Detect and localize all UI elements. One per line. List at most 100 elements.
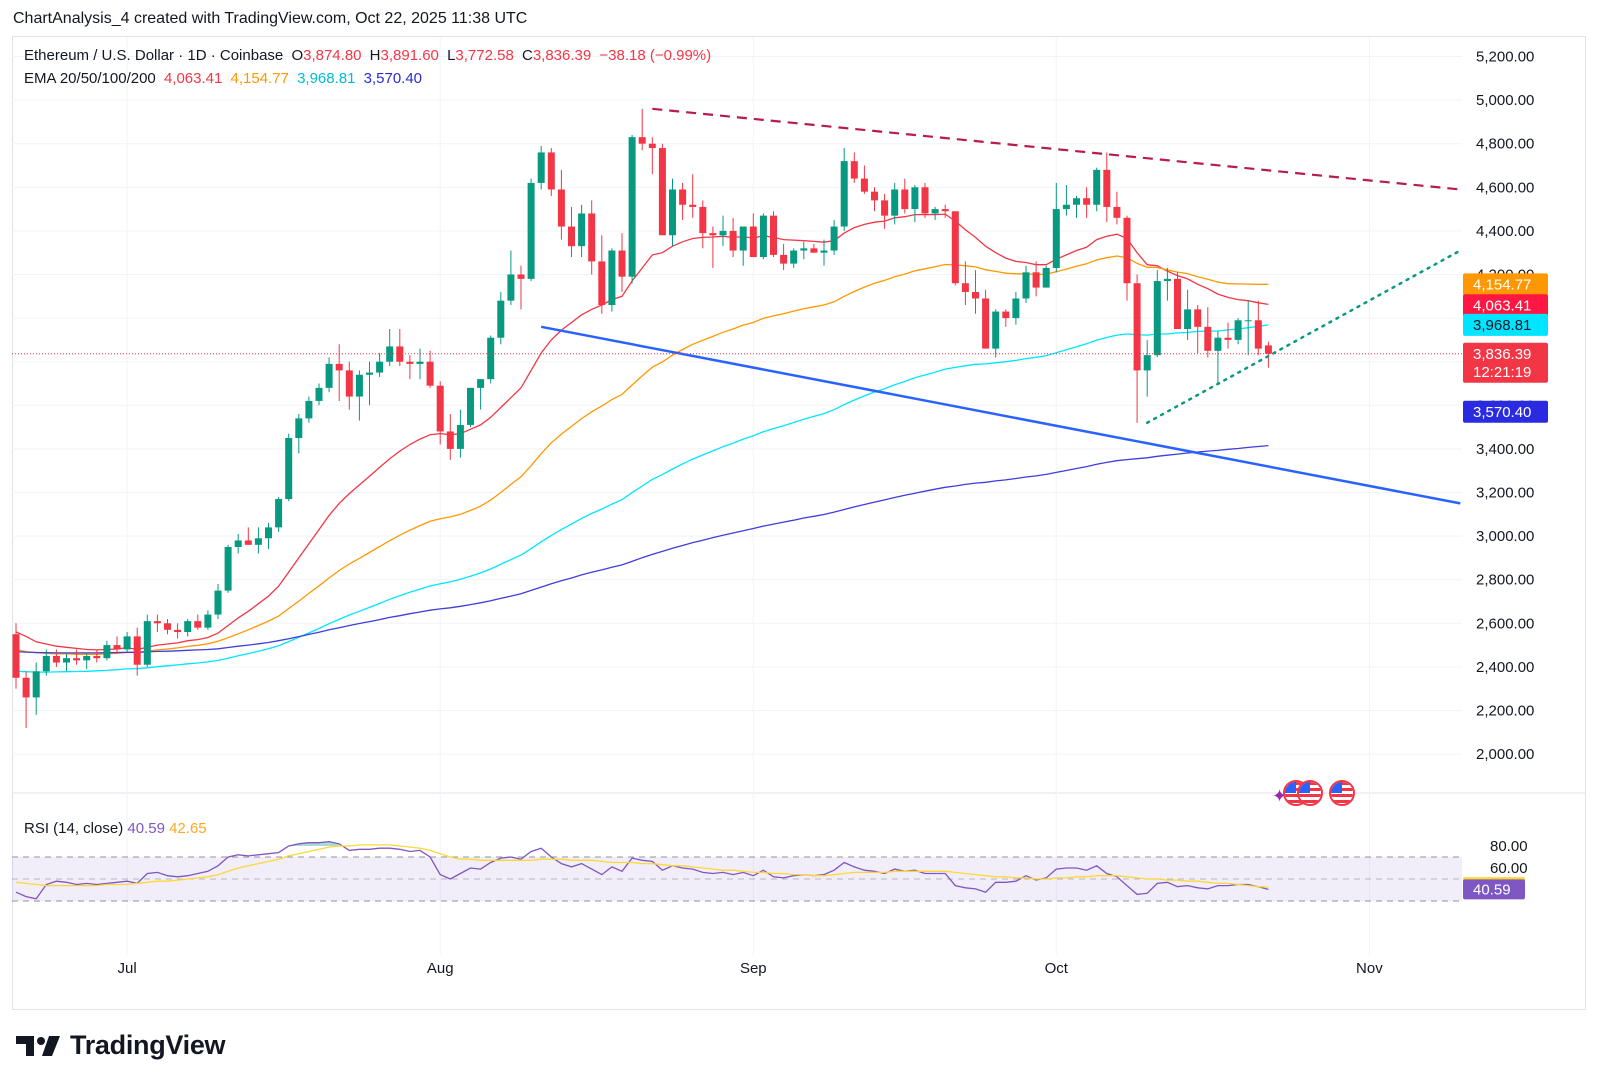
candle-body (759, 215, 767, 258)
candle-body (1163, 278, 1171, 282)
candle-body (446, 431, 454, 449)
candle-body (881, 200, 889, 216)
candle-body (1194, 309, 1202, 327)
ema100-value: 3,968.81 (297, 70, 356, 87)
candle-body (153, 621, 161, 624)
candle-body (265, 527, 272, 539)
candle-body (456, 424, 464, 449)
change-value: −38.18 (−0.99%) (599, 47, 712, 64)
candle-body (1214, 337, 1222, 351)
candle-body (739, 226, 747, 251)
candle-body (1002, 311, 1010, 319)
candle-body (537, 152, 545, 183)
candle-body (679, 189, 687, 205)
candle-body (608, 250, 616, 306)
candle-body (921, 187, 929, 214)
candle-body (1052, 209, 1060, 268)
us-flag-news-icon[interactable] (1329, 780, 1355, 806)
rsi-badge (1463, 879, 1525, 900)
candle-body (860, 178, 868, 192)
rising-support-trendline[interactable] (1145, 249, 1462, 424)
candle-body (32, 671, 40, 698)
candle-body (1184, 309, 1192, 329)
rsi-ma-value: 42.65 (169, 820, 207, 837)
low-value: 3,772.58 (455, 47, 514, 64)
candle-body (143, 621, 151, 665)
symbol-legend: Ethereum / U.S. Dollar · 1D · Coinbase O… (24, 47, 715, 64)
candle-body (436, 385, 444, 432)
ema200-badge-label: 3,570.40 (1473, 404, 1531, 421)
tradingview-logo[interactable]: TradingView (16, 1030, 226, 1061)
candle-body (517, 274, 525, 279)
us-flag-news-icon[interactable] (1297, 780, 1323, 806)
candle-body (628, 137, 636, 277)
candle-body (901, 189, 909, 210)
x-tick-label: Oct (1045, 960, 1069, 977)
candle-body (174, 629, 182, 633)
candle-body (941, 209, 949, 212)
candle-body (325, 363, 333, 388)
y-tick-label: 3,200.00 (1476, 485, 1534, 502)
candle-body (113, 645, 121, 650)
candle-body (790, 250, 798, 264)
low-label: L (447, 47, 456, 64)
symbol-title[interactable]: Ethereum / U.S. Dollar · 1D · Coinbase (24, 47, 284, 64)
candle-body (1062, 204, 1070, 210)
ema50-value: 4,154.77 (230, 70, 289, 87)
y-tick-label: 2,200.00 (1476, 703, 1534, 720)
candle-body (22, 677, 30, 698)
y-tick-label: 3,400.00 (1476, 441, 1534, 458)
candle-body (810, 248, 818, 253)
candle-body (234, 540, 242, 547)
rsi-value: 40.59 (127, 820, 165, 837)
candle-body (689, 204, 697, 207)
candle-body (315, 387, 323, 401)
candle-body (972, 291, 979, 299)
candle-body (416, 361, 424, 364)
candle-body (618, 250, 626, 277)
candle-body (12, 634, 20, 678)
x-tick-label: Jul (118, 960, 137, 977)
candle-body (477, 379, 485, 388)
ema20-badge (1463, 294, 1548, 317)
candle-body (1032, 272, 1040, 288)
candle-body (1012, 298, 1020, 319)
candle-body (1234, 320, 1242, 340)
candle-body (386, 346, 394, 362)
candle-body (295, 418, 303, 438)
candle-body (224, 547, 232, 591)
candle-body (749, 226, 757, 258)
candle-body (1042, 267, 1050, 288)
chart-frame (12, 36, 1586, 1010)
ema-label[interactable]: EMA 20/50/100/200 (24, 70, 156, 87)
candle-body (184, 621, 192, 633)
candle-body (1224, 337, 1232, 340)
high-value: 3,891.60 (380, 47, 439, 64)
candle-body (820, 250, 828, 253)
candle-body (931, 209, 939, 214)
candle-body (254, 538, 262, 545)
y-tick-label: 3,000.00 (1476, 528, 1534, 545)
falling-support-trendline[interactable] (540, 325, 1461, 505)
rsi-badge-label: 40.59 (1473, 881, 1511, 898)
candle-body (164, 623, 171, 630)
candle-body (578, 213, 586, 247)
rsi-label[interactable]: RSI (14, close) (24, 820, 124, 837)
candle-body (103, 645, 111, 659)
y-tick-label: 2,800.00 (1476, 572, 1534, 589)
rsi-y-tick-label: 80.00 (1490, 838, 1528, 855)
tradingview-logo-text: TradingView (70, 1030, 226, 1060)
candle-body (1022, 272, 1030, 299)
candle-body (1254, 320, 1262, 349)
candle-body (719, 230, 727, 236)
rsi-line (15, 840, 1269, 900)
candle-body (1113, 206, 1121, 218)
candle-body (1174, 278, 1181, 329)
x-tick-label: Sep (740, 960, 767, 977)
candle-body (709, 233, 717, 236)
candle-body (467, 387, 474, 425)
candle-body (275, 499, 283, 528)
last-price-badge-label: 12:21:19 (1473, 364, 1531, 381)
candle-body (93, 656, 101, 659)
